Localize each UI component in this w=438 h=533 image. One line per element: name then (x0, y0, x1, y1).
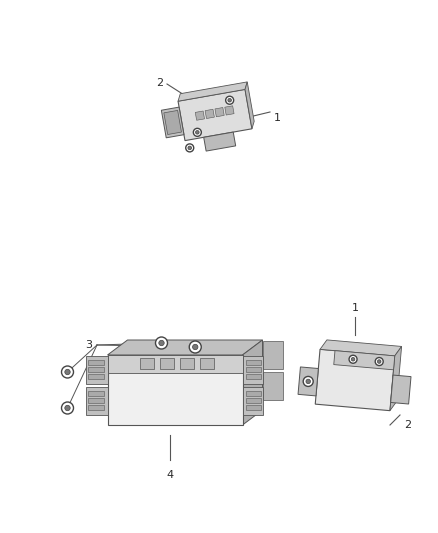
Text: 2: 2 (156, 78, 163, 88)
Text: 3: 3 (85, 340, 92, 350)
Polygon shape (88, 360, 103, 366)
Circle shape (351, 358, 355, 361)
Text: 4: 4 (166, 470, 173, 480)
Polygon shape (85, 386, 107, 415)
Circle shape (195, 131, 199, 134)
Circle shape (155, 337, 167, 349)
Circle shape (189, 341, 201, 353)
Text: 1: 1 (352, 303, 358, 313)
Circle shape (61, 402, 74, 414)
Polygon shape (391, 375, 411, 404)
Circle shape (349, 356, 357, 364)
Circle shape (228, 99, 231, 102)
Circle shape (188, 146, 191, 150)
Circle shape (61, 366, 74, 378)
Polygon shape (88, 398, 103, 402)
Polygon shape (178, 82, 247, 101)
Text: 1: 1 (274, 113, 281, 123)
Polygon shape (140, 358, 154, 369)
Polygon shape (200, 358, 214, 369)
Polygon shape (88, 405, 103, 409)
Polygon shape (298, 367, 318, 396)
Circle shape (226, 96, 233, 104)
Polygon shape (243, 386, 262, 415)
Circle shape (303, 376, 313, 386)
Polygon shape (85, 357, 107, 384)
Polygon shape (225, 106, 234, 115)
Polygon shape (161, 107, 184, 138)
Polygon shape (215, 108, 224, 117)
Polygon shape (204, 132, 236, 151)
Polygon shape (246, 374, 261, 379)
Polygon shape (246, 398, 261, 402)
Polygon shape (246, 360, 261, 366)
Polygon shape (160, 358, 174, 369)
Circle shape (193, 128, 201, 136)
Polygon shape (246, 367, 261, 373)
Polygon shape (246, 405, 261, 409)
Polygon shape (164, 110, 181, 134)
Circle shape (159, 340, 164, 346)
Circle shape (186, 144, 194, 152)
Polygon shape (107, 340, 262, 355)
Polygon shape (243, 357, 262, 384)
Circle shape (378, 360, 381, 364)
Polygon shape (88, 391, 103, 395)
Circle shape (65, 405, 70, 411)
Polygon shape (262, 342, 283, 369)
Circle shape (306, 379, 311, 384)
Polygon shape (88, 367, 103, 373)
Polygon shape (320, 340, 402, 356)
Polygon shape (334, 351, 395, 370)
Polygon shape (205, 109, 214, 118)
Polygon shape (390, 346, 402, 410)
Polygon shape (88, 374, 103, 379)
Polygon shape (315, 349, 395, 410)
Text: 2: 2 (404, 420, 411, 430)
Polygon shape (246, 391, 261, 395)
Circle shape (65, 369, 70, 375)
Polygon shape (107, 355, 243, 425)
Polygon shape (195, 111, 205, 120)
Polygon shape (107, 355, 243, 373)
Polygon shape (245, 82, 254, 129)
Polygon shape (262, 372, 283, 400)
Polygon shape (178, 90, 252, 141)
Circle shape (193, 344, 198, 350)
Polygon shape (180, 358, 194, 369)
Circle shape (375, 358, 383, 366)
Polygon shape (243, 340, 262, 425)
